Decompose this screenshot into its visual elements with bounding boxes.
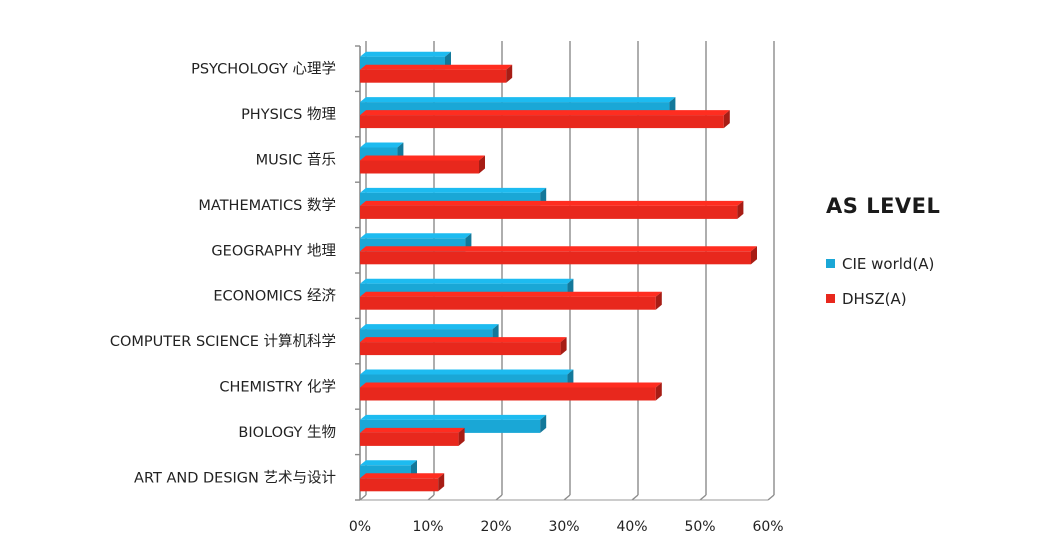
bar-dhsz <box>360 473 445 492</box>
bar-dhsz <box>360 427 465 446</box>
bar-front-face <box>360 478 439 492</box>
bar-top-face <box>360 382 662 388</box>
bar-front-face <box>360 432 459 446</box>
bar-front-face <box>360 160 479 174</box>
bar-front-face <box>360 296 656 310</box>
bar-end-face <box>479 155 485 174</box>
gridline-base <box>631 494 639 501</box>
bar-top-face <box>360 337 567 343</box>
category-label: ART AND DESIGN 艺术与设计 <box>134 469 336 486</box>
x-tick-labels: 0% 10% 20% 30% 40% 50% 60% <box>349 519 784 535</box>
bar-end-face <box>560 337 567 356</box>
bar-front-face <box>360 342 561 356</box>
x-tick-label: 10% <box>412 519 443 535</box>
x-tick-label: 20% <box>480 519 511 535</box>
bar-end-face <box>438 473 445 492</box>
x-tick-label: 0% <box>349 519 371 535</box>
category-label: GEOGRAPHY 地理 <box>211 242 336 259</box>
category-label: PSYCHOLOGY 心理学 <box>191 61 336 78</box>
bar-top-face <box>360 200 744 206</box>
bar-dhsz <box>360 155 485 174</box>
bar-top-face <box>360 246 757 252</box>
category-label: BIOLOGY 生物 <box>238 424 336 441</box>
bar-top-face <box>360 142 404 148</box>
bar-front-face <box>360 387 656 401</box>
bar-top-face <box>360 414 547 420</box>
bar-dhsz <box>360 200 744 219</box>
bar-top-face <box>360 278 574 284</box>
bar-top-face <box>360 187 547 193</box>
bar-top-face <box>360 51 451 57</box>
bar-end-face <box>540 414 547 433</box>
bar-front-face <box>360 69 507 83</box>
legend-label-cie: CIE world(A) <box>842 255 934 273</box>
gridline-base <box>563 494 571 501</box>
bar-top-face <box>360 324 499 330</box>
y-axis <box>355 45 361 501</box>
bar-dhsz <box>360 246 757 265</box>
bar-front-face <box>360 115 724 129</box>
legend-swatch-cie <box>826 259 835 268</box>
category-label: MUSIC 音乐 <box>256 152 336 169</box>
bar-top-face <box>360 64 513 70</box>
x-tick-label: 50% <box>684 519 715 535</box>
bar-end-face <box>655 382 662 401</box>
category-label: MATHEMATICS 数学 <box>198 197 336 214</box>
bar-top-face <box>360 155 485 161</box>
bar-end-face <box>751 246 757 265</box>
bar-front-face <box>360 205 738 219</box>
legend-title: AS LEVEL <box>826 194 940 218</box>
bar-end-face <box>458 427 465 446</box>
legend: AS LEVEL CIE world(A) DHSZ(A) <box>826 194 940 308</box>
x-tick-label: 40% <box>616 519 647 535</box>
bar-end-face <box>737 200 744 219</box>
gridline-base <box>427 494 435 501</box>
bar-top-face <box>360 291 662 297</box>
bars <box>360 51 757 492</box>
category-labels: PSYCHOLOGY 心理学 PHYSICS 物理 MUSIC 音乐 MATHEMAT… <box>110 61 337 487</box>
bar-top-face <box>360 97 676 103</box>
bar-front-face <box>360 251 751 265</box>
x-tick-label: 60% <box>752 519 783 535</box>
x-tick-label: 30% <box>548 519 579 535</box>
bar-top-face <box>360 427 465 433</box>
bar-top-face <box>360 369 574 375</box>
category-label: CHEMISTRY 化学 <box>219 379 336 396</box>
bar-top-face <box>360 110 730 116</box>
gridline-base <box>359 494 367 501</box>
category-label: ECONOMICS 经济 <box>213 288 336 305</box>
gridline-base <box>495 494 503 501</box>
bar-end-face <box>655 291 662 310</box>
bar-dhsz <box>360 291 662 310</box>
bar-end-face <box>506 64 513 83</box>
bar-dhsz <box>360 337 567 356</box>
category-label: COMPUTER SCIENCE 计算机科学 <box>110 333 336 350</box>
bar-top-face <box>360 460 417 466</box>
bar-dhsz <box>360 382 662 401</box>
bar-top-face <box>360 233 472 239</box>
gridline-base <box>767 494 775 501</box>
bar-dhsz <box>360 110 730 129</box>
category-label: PHYSICS 物理 <box>241 106 336 123</box>
legend-label-dhsz: DHSZ(A) <box>842 290 907 308</box>
bar-end-face <box>723 110 730 129</box>
legend-swatch-dhsz <box>826 294 835 303</box>
bar-dhsz <box>360 64 513 83</box>
bar-top-face <box>360 473 445 479</box>
gridline-base <box>699 494 707 501</box>
